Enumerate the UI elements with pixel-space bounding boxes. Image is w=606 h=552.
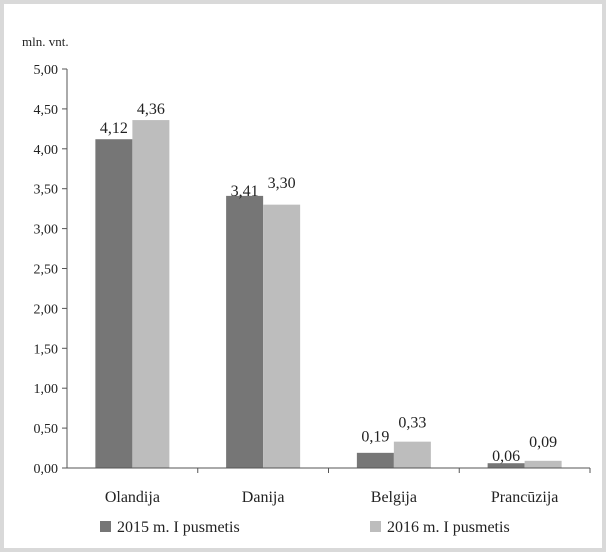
bar <box>263 204 301 468</box>
y-tick-label: 1,50 <box>34 342 59 357</box>
bar <box>95 139 133 468</box>
bar <box>487 463 525 468</box>
y-tick-label: 5,00 <box>34 63 59 78</box>
legend-label: 2016 m. I pusmetis <box>387 519 510 536</box>
y-tick-label: 2,00 <box>34 302 59 317</box>
bar <box>226 195 264 468</box>
y-tick-label: 0,00 <box>34 462 59 477</box>
bar <box>132 120 170 469</box>
bars <box>95 120 562 469</box>
x-axis: Olandija Danija Belgija Prancūzija <box>67 467 591 506</box>
data-label: 4,12 <box>100 120 128 137</box>
y-tick-label: 4,50 <box>34 103 59 118</box>
y-tick-label: 3,50 <box>34 183 59 198</box>
bar <box>524 460 562 468</box>
data-label: 0,19 <box>361 429 389 446</box>
legend-swatch <box>100 521 111 532</box>
data-label: 0,09 <box>529 434 557 451</box>
bar <box>356 452 394 468</box>
y-tick-label: 2,50 <box>34 263 59 278</box>
y-tick-label: 4,00 <box>34 143 59 158</box>
y-axis: 0,00 0,50 1,00 1,50 2,00 2,50 3,00 3,50 4,00 4,50… <box>34 63 68 477</box>
legend: 2015 m. I pusmetis 2016 m. I pusmetis <box>100 519 510 536</box>
data-label: 0,33 <box>398 415 426 432</box>
data-label: 3,41 <box>231 183 259 200</box>
bar <box>393 441 431 468</box>
data-labels: 4,12 4,36 3,41 3,30 0,19 0,33 0,06 0,09 <box>100 101 557 465</box>
legend-label: 2015 m. I pusmetis <box>117 519 240 536</box>
data-label: 3,30 <box>268 175 296 192</box>
y-tick-label: 1,00 <box>34 382 59 397</box>
x-tick-label: Danija <box>242 489 285 506</box>
data-label: 0,06 <box>492 448 520 465</box>
x-tick-label: Prancūzija <box>491 489 559 506</box>
y-tick-label: 0,50 <box>34 422 59 437</box>
data-label: 4,36 <box>137 101 165 118</box>
x-tick-label: Olandija <box>105 489 160 506</box>
y-axis-title: mln. vnt. <box>22 34 69 49</box>
x-tick-label: Belgija <box>371 489 417 506</box>
legend-swatch <box>370 521 381 532</box>
y-tick-label: 3,00 <box>34 223 59 238</box>
